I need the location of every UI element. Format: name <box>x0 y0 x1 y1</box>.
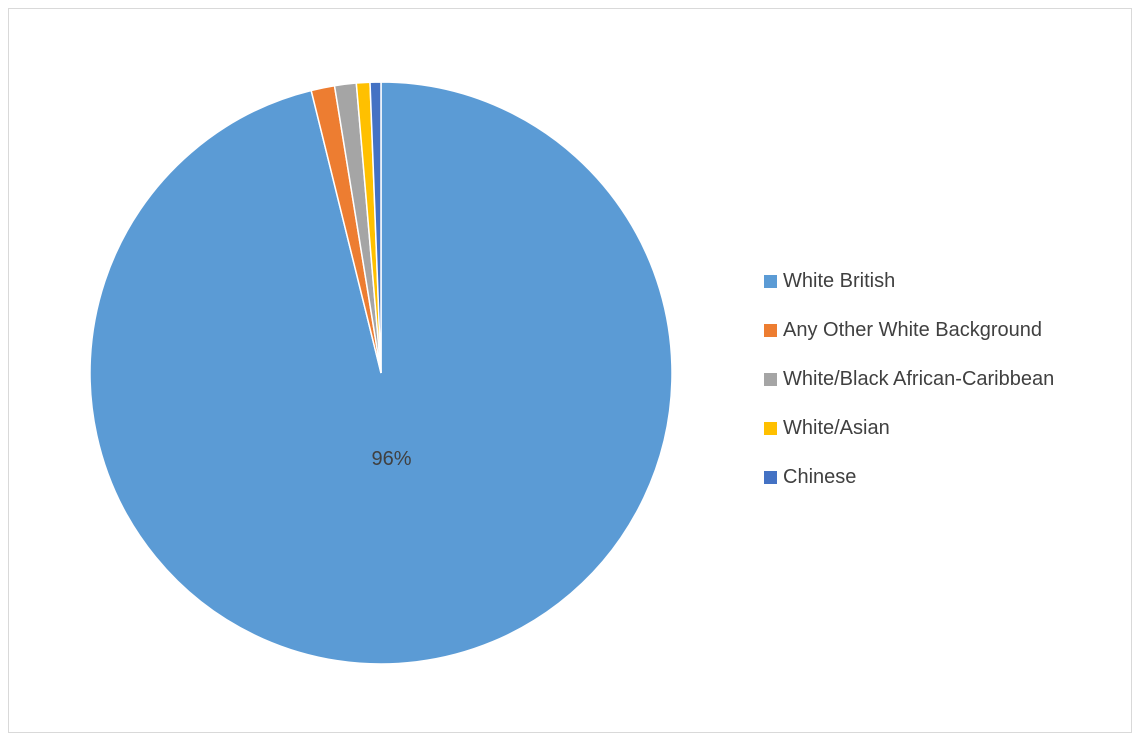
legend-label: Chinese <box>783 466 857 488</box>
legend-item-chinese: Chinese <box>764 453 1054 502</box>
legend-label: White British <box>783 270 896 292</box>
legend-label: White/Asian <box>783 417 890 439</box>
legend-swatch <box>764 324 777 337</box>
chart-area: 96% White British Any Other White Backgro… <box>8 8 1132 733</box>
legend-swatch <box>764 275 777 288</box>
legend: White British Any Other White Background W… <box>764 257 1054 502</box>
pie-chart: 96% <box>89 81 673 665</box>
legend-item-any-other-white-background: Any Other White Background <box>764 306 1054 355</box>
legend-swatch <box>764 422 777 435</box>
legend-swatch <box>764 471 777 484</box>
data-label-white-british: 96% <box>372 448 412 470</box>
legend-item-white-black-african-caribbean: White/Black African-Caribbean <box>764 355 1054 404</box>
legend-label: White/Black African-Caribbean <box>783 368 1055 390</box>
legend-swatch <box>764 373 777 386</box>
pie-slice-chinese <box>369 81 382 374</box>
legend-item-white-asian: White/Asian <box>764 404 1054 453</box>
legend-label: Any Other White Background <box>783 319 1043 341</box>
legend-item-white-british: White British <box>764 257 1054 306</box>
